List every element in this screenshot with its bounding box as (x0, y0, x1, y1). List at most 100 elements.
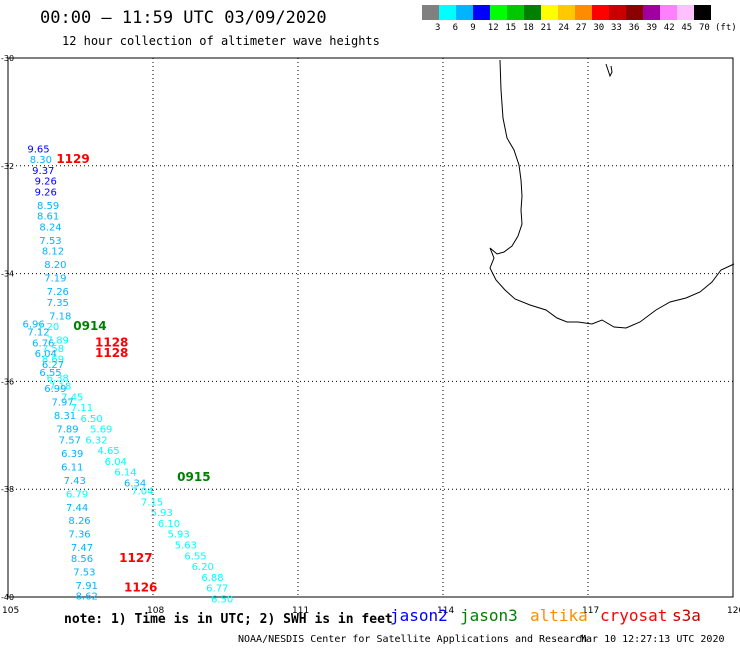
footnote: note: 1) Time is in UTC; 2) SWH is in fe… (64, 612, 393, 627)
wave-height-value: 7.53 (39, 236, 61, 247)
wave-height-value: 7.97 (52, 398, 74, 409)
legend-unit: (ft) (715, 23, 737, 33)
wave-height-value: 6.88 (201, 573, 223, 584)
legend-label: 33 (611, 23, 622, 33)
legend-swatch (575, 5, 592, 20)
wave-height-value: 6.39 (61, 449, 83, 460)
lat-tick-label: -40 (1, 593, 14, 602)
legend-label: 36 (628, 23, 640, 33)
lat-tick-label: -38 (1, 485, 14, 494)
wave-height-value: 6.99 (44, 384, 66, 395)
wave-height-value: 7.11 (71, 403, 93, 414)
pass-time-label: 1126 (124, 581, 157, 595)
legend-swatch (456, 5, 473, 20)
legend-label: 39 (646, 23, 658, 33)
wave-height-value: 6.76 (32, 338, 54, 349)
legend-label: 18 (523, 23, 534, 33)
legend-swatch (507, 5, 524, 20)
lat-tick-label: -30 (1, 54, 14, 63)
legend-swatch (592, 5, 609, 20)
wave-height-value: 9.26 (35, 177, 57, 188)
legend-swatch (490, 5, 507, 20)
lat-tick-label: -34 (1, 270, 14, 279)
wave-height-value: 7.57 (59, 435, 81, 446)
legend-label: 3 (435, 23, 441, 33)
wave-height-value: 8.62 (76, 592, 98, 603)
wave-height-value: 6.11 (61, 462, 83, 473)
legend-swatch (558, 5, 575, 20)
legend-swatch (677, 5, 694, 20)
lon-tick-label: 114 (437, 606, 454, 616)
wave-height-value: 7.45 (61, 392, 83, 403)
legend-swatch (439, 5, 456, 20)
satellite-label-cryosat: cryosat (600, 606, 668, 625)
wave-height-value: 7.91 (76, 581, 98, 592)
wave-height-value: 6.50 (211, 594, 233, 605)
wave-height-value: 8.31 (54, 411, 76, 422)
wave-height-value: 7.18 (49, 311, 71, 322)
wave-height-value: 5.63 (175, 540, 197, 551)
legend-label: 15 (505, 23, 517, 33)
wave-height-value: 6.77 (206, 584, 228, 595)
wave-height-value: 8.12 (42, 247, 64, 258)
wave-height-value: 7.12 (27, 328, 49, 339)
legend-swatch (643, 5, 660, 20)
legend-swatch (541, 5, 558, 20)
wave-height-value: 8.20 (44, 260, 66, 271)
wave-height-value: 9.26 (35, 187, 57, 198)
satellite-label-altika: altika (530, 606, 588, 625)
timestamp-text: Mar 10 12:27:13 UTC 2020 (580, 634, 725, 645)
wave-height-value: 6.27 (42, 360, 64, 371)
wave-height-value: 5.93 (168, 530, 190, 541)
legend-label: 24 (558, 23, 570, 33)
wave-height-value: 7.26 (47, 287, 69, 298)
wave-height-value: 6.50 (81, 414, 103, 425)
map-grid: 105 108 111 114 117 120 -30 -32 -34 -36 -38 -40 (1, 54, 740, 616)
legend-label: 45 (681, 23, 693, 33)
wave-height-value: 7.18 (49, 381, 71, 392)
wave-height-value: 7.19 (44, 274, 66, 285)
wave-height-value: 7.58 (42, 344, 64, 355)
map-frame (7, 57, 734, 598)
legend-label: 6 (452, 23, 459, 33)
legend-swatch (524, 5, 541, 20)
wave-height-value: 5.93 (151, 508, 173, 519)
legend-swatch (422, 5, 439, 20)
wave-height-value: 8.30 (30, 155, 52, 166)
wave-height-value: 6.20 (192, 562, 214, 573)
wave-height-value: 8.61 (37, 212, 59, 223)
page-subtitle: 12 hour collection of altimeter wave hei… (62, 34, 380, 48)
wave-height-value: 6.14 (114, 468, 136, 479)
wave-height-value: 5.69 (90, 425, 112, 436)
coastline (489, 59, 735, 329)
wave-height-value: 9.37 (32, 166, 54, 177)
wave-height-value: 6.55 (39, 368, 61, 379)
wave-height-value: 6.04 (35, 349, 57, 360)
wave-height-value: 6.34 (124, 479, 146, 490)
legend-label: 70 (699, 23, 710, 33)
legend-swatch (694, 5, 711, 20)
wave-height-value: 7.89 (56, 425, 78, 436)
wave-height-value: 6.96 (23, 320, 45, 331)
wave-height-value: 7.15 (141, 497, 163, 508)
legend-label: 30 (593, 23, 605, 33)
lat-tick-label: -36 (1, 377, 14, 386)
credit-text: NOAA/NESDIS Center for Satellite Applica… (238, 634, 588, 645)
legend-label: 9 (470, 23, 476, 33)
wave-height-points: 9.658.309.379.269.268.598.618.247.538.12… (23, 144, 234, 605)
wave-height-value: 6.04 (105, 457, 127, 468)
legend-swatch (473, 5, 490, 20)
lat-tick-label: -32 (1, 162, 14, 171)
legend-swatch (626, 5, 643, 20)
wave-height-value: 7.35 (47, 298, 69, 309)
pass-time-label: 1128 (95, 346, 128, 360)
lon-tick-label: 117 (582, 606, 599, 616)
wave-height-value: 6.55 (184, 551, 206, 562)
legend-label: 12 (487, 23, 499, 33)
satellite-label-jason2: jason2 (390, 606, 448, 625)
wave-height-value: 8.69 (42, 355, 64, 366)
pass-time-label: 0914 (73, 319, 106, 333)
wave-height-value: 6.32 (85, 435, 107, 446)
legend-label: 42 (663, 23, 675, 33)
